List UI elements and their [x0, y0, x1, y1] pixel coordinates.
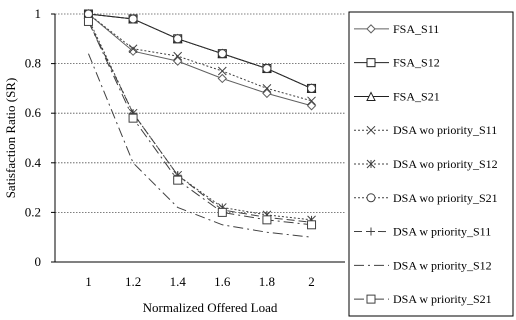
legend-label: DSA w priority_S11 [393, 225, 491, 239]
x-tick-label: 2 [308, 274, 315, 289]
series-dsa-w-priority-s21 [83, 16, 317, 230]
series-fsa-s21 [83, 8, 317, 93]
series-line [88, 21, 312, 226]
marker-diamond [217, 73, 228, 84]
x-tick-label: 1.2 [125, 274, 141, 289]
marker-diamond [128, 46, 138, 56]
legend-item: DSA wo priority_S12 [354, 157, 498, 171]
marker-circle [83, 9, 93, 19]
legend-label: DSA wo priority_S12 [393, 157, 498, 171]
series-line [88, 13, 312, 89]
legend-item: DSA w priority_S21 [354, 292, 492, 306]
marker-square [366, 294, 376, 304]
marker-square [366, 58, 376, 68]
x-axis-title: Normalized Offered Load [143, 300, 278, 315]
series-line [88, 21, 312, 223]
marker-x [217, 66, 227, 76]
legend: FSA_S11 FSA_S12 FSA_S21 DSA wo priority_S11… [348, 11, 514, 317]
series-line [87, 53, 312, 238]
marker-circle [366, 193, 376, 203]
y-tick-label: 0.8 [25, 56, 41, 71]
legend-item: DSA wo priority_S11 [354, 123, 497, 137]
marker-plus [367, 227, 375, 236]
legend-label: FSA_S11 [393, 22, 439, 36]
series-dsa-w-priority-s11 [84, 17, 316, 227]
series-fsa-s11 [83, 9, 317, 111]
legend-label: DSA w priority_S21 [393, 292, 492, 306]
y-tick-label: 0.6 [25, 105, 42, 120]
series-dsa-w-priority-s12 [87, 53, 312, 238]
marker-x [366, 125, 376, 135]
legend-item: FSA_S12 [354, 56, 440, 70]
series-line [88, 13, 312, 102]
marker-star [366, 159, 376, 169]
x-tick-label: 1.8 [259, 274, 275, 289]
marker-square [262, 215, 272, 225]
series-dsa-wo-priority-s11 [84, 9, 316, 106]
marker-circle [262, 64, 272, 74]
axes [51, 13, 345, 263]
legend-item: FSA_S11 [354, 22, 439, 36]
legend-label: DSA wo priority_S21 [393, 191, 498, 205]
x-tick-label: 1.4 [170, 274, 187, 289]
y-tick-label: 0.4 [25, 155, 42, 170]
marker-x [262, 84, 272, 93]
tick-labels: 0 0.2 0.4 0.6 0.8 1 1 1.2 1.4 1.6 1.8 2 [25, 6, 315, 289]
legend-item: DSA wo priority_S21 [354, 191, 498, 205]
legend-label: DSA w priority_S12 [393, 258, 492, 272]
marker-circle [128, 14, 138, 24]
series-line [88, 13, 312, 89]
marker-diamond [172, 56, 183, 66]
legend-label: DSA wo priority_S11 [393, 123, 497, 137]
marker-diamond [262, 88, 272, 99]
series-dsa-wo-priority-s21 [83, 9, 317, 93]
marker-square [217, 207, 227, 217]
series-fsa-s12 [83, 9, 317, 93]
series-line [88, 18, 312, 221]
y-tick-label: 0.2 [25, 204, 41, 219]
x-tick-label: 1.6 [214, 274, 231, 289]
marker-x [307, 96, 316, 106]
marker-circle [217, 49, 227, 59]
series-line [88, 13, 312, 89]
series-line [88, 13, 312, 107]
y-tick-label: 0 [35, 254, 42, 269]
marker-circle [173, 34, 183, 44]
y-tick-label: 1 [35, 6, 42, 21]
marker-diamond [306, 101, 317, 111]
marker-x [173, 51, 183, 61]
legend-label: FSA_S12 [393, 56, 440, 70]
marker-square [173, 175, 183, 185]
marker-square [83, 16, 93, 26]
series-layer [83, 8, 317, 238]
marker-square [307, 220, 317, 230]
marker-square [128, 113, 138, 123]
legend-item: FSA_S21 [354, 89, 440, 103]
legend-item: DSA w priority_S12 [354, 258, 492, 272]
marker-x [128, 44, 138, 54]
marker-triangle [366, 91, 376, 101]
marker-circle [307, 83, 317, 93]
legend-item: DSA w priority_S11 [354, 225, 491, 239]
x-tick-label: 1 [85, 274, 92, 289]
y-axis-title: Satisfaction Ratio (SR) [3, 78, 18, 199]
marker-diamond [366, 24, 376, 34]
legend-label: FSA_S21 [393, 89, 440, 103]
